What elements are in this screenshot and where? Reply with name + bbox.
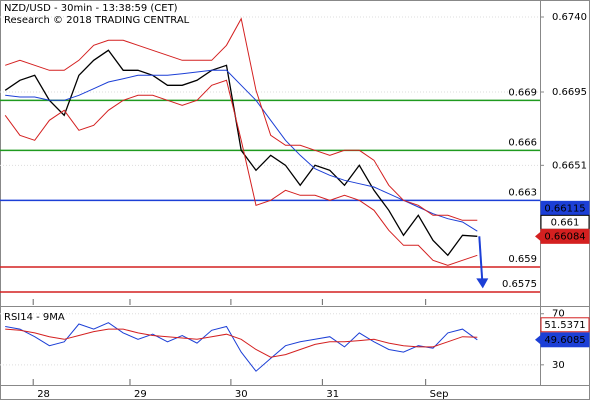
y-tick-label: 70	[552, 309, 565, 320]
x-tick-label: 28	[37, 389, 50, 400]
series-line	[4, 79, 478, 266]
rsi-tag: 49.6085	[544, 335, 585, 346]
x-tick-label: 31	[326, 389, 339, 400]
level-label: 0.6575	[502, 279, 537, 290]
chart-title: NZD/USD - 30min - 13:38:59 (CET)	[4, 3, 178, 14]
price-tag: 0.661	[551, 217, 580, 228]
chart-subtitle: Research © 2018 TRADING CENTRAL	[4, 15, 190, 26]
last-price-tag: 0.66084	[544, 231, 585, 242]
ma-price-tag: 0.66115	[544, 203, 585, 214]
series-line	[5, 17, 478, 221]
y-tick-label: 0.6740	[552, 12, 587, 23]
forecast-arrow	[478, 236, 484, 282]
series-line	[5, 322, 478, 372]
series-line	[5, 328, 478, 358]
tag-pointer	[535, 334, 541, 345]
level-label: 0.659	[508, 254, 537, 265]
level-label: 0.669	[508, 87, 537, 98]
x-tick-label: Sep	[430, 389, 449, 400]
forecast-arrow-head	[476, 278, 489, 289]
y-tick-label: 0.6651	[552, 160, 587, 171]
x-tick-label: 30	[235, 389, 248, 400]
plot-layer: 0.6740 0.6695 0.6651 0.669 0.666 0.663 0.659 0.…	[0, 12, 590, 400]
y-tick-label: 0.6695	[552, 87, 587, 98]
series-line	[5, 69, 478, 232]
y-tick-label: 30	[552, 360, 565, 371]
series-line	[4, 49, 478, 257]
rsi-title: RSI14 - 9MA	[4, 312, 65, 323]
tag-pointer	[535, 231, 541, 242]
rsi-ma-tag: 51.5371	[544, 320, 585, 331]
level-label: 0.666	[508, 137, 537, 148]
level-label: 0.663	[508, 187, 537, 198]
rsi-ma-tag-box	[540, 317, 590, 333]
x-tick-label: 29	[134, 389, 147, 400]
